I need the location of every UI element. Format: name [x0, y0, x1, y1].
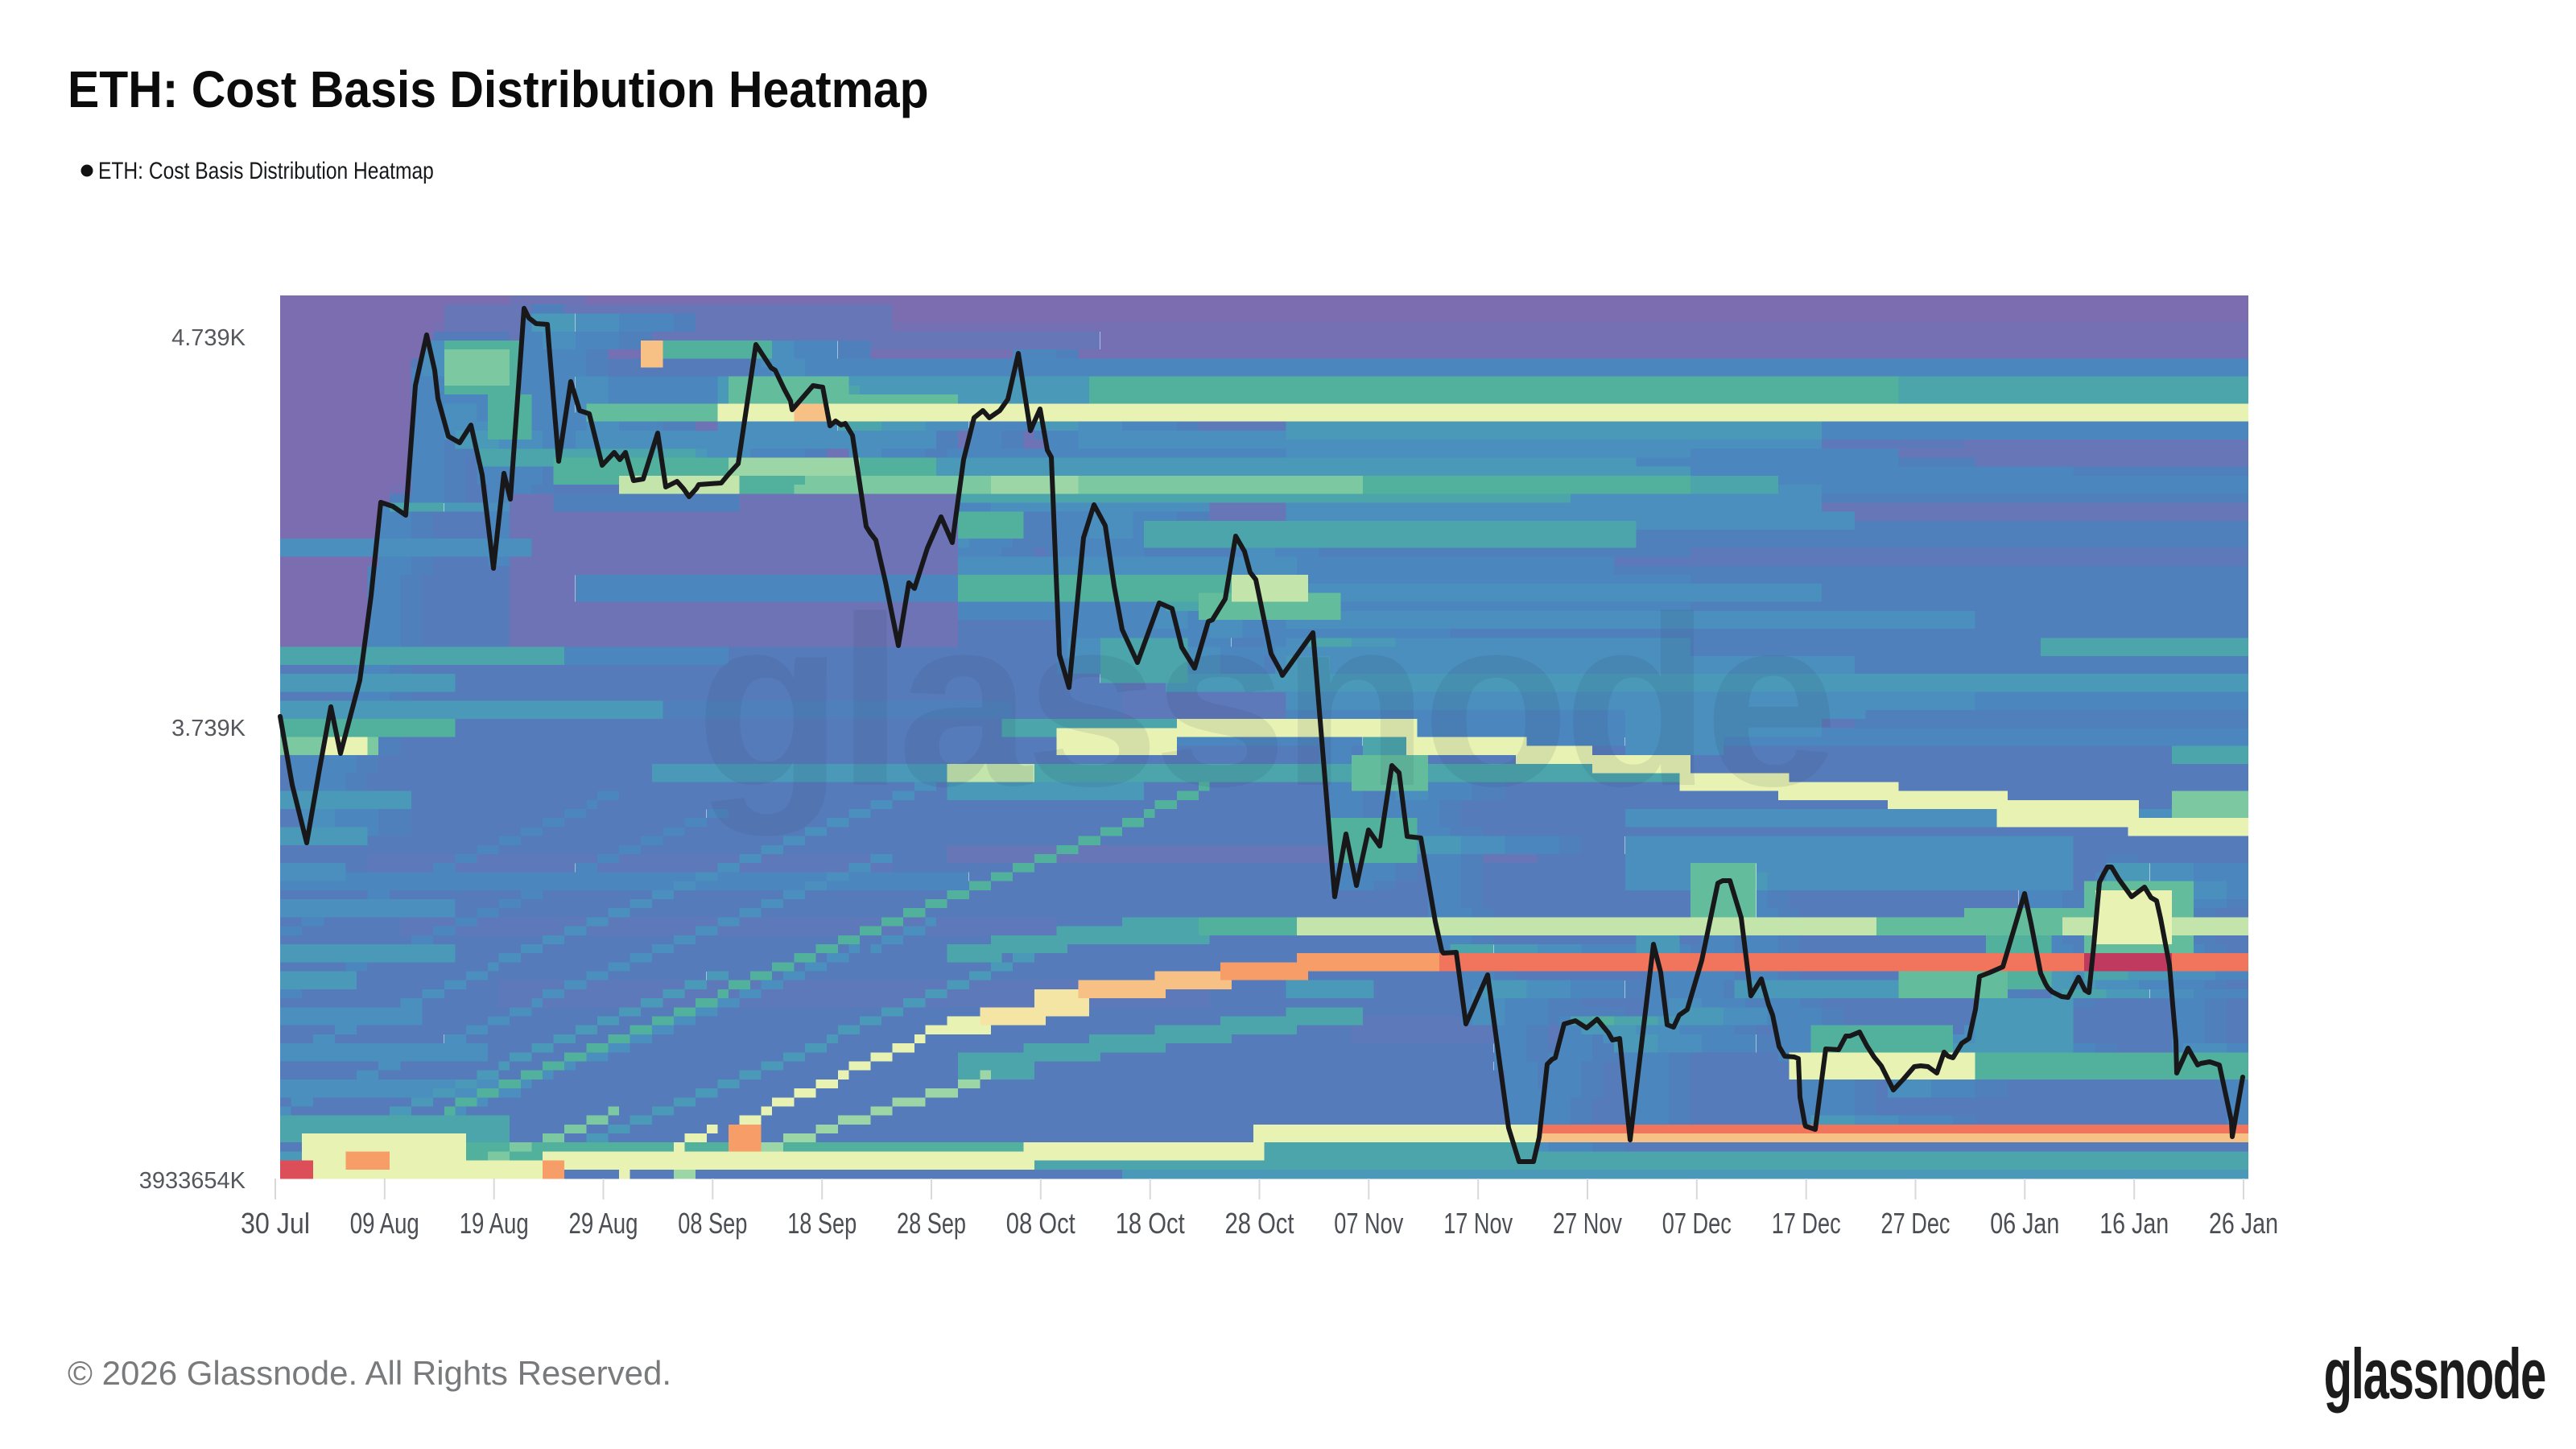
svg-text:ETH: Cost Basis Distribution H: ETH: Cost Basis Distribution Heatmap — [68, 61, 929, 119]
svg-text:glassnode: glassnode — [696, 566, 1832, 838]
svg-text:4.739K: 4.739K — [171, 325, 246, 351]
svg-text:© 2026 Glassnode. All Rights R: © 2026 Glassnode. All Rights Reserved. — [68, 1354, 671, 1392]
svg-text:26 Jan: 26 Jan — [2209, 1207, 2278, 1240]
svg-text:06 Jan: 06 Jan — [1990, 1207, 2059, 1240]
svg-text:3.739K: 3.739K — [171, 716, 246, 741]
svg-text:27 Nov: 27 Nov — [1553, 1207, 1622, 1240]
svg-text:30 Jul: 30 Jul — [241, 1207, 310, 1240]
svg-text:08 Sep: 08 Sep — [678, 1207, 747, 1240]
svg-text:08 Oct: 08 Oct — [1006, 1207, 1075, 1240]
svg-text:18 Sep: 18 Sep — [787, 1207, 857, 1240]
svg-text:19 Aug: 19 Aug — [460, 1207, 529, 1240]
svg-text:28 Oct: 28 Oct — [1225, 1207, 1294, 1240]
svg-text:29 Aug: 29 Aug — [569, 1207, 638, 1240]
svg-text:18 Oct: 18 Oct — [1116, 1207, 1185, 1240]
svg-text:27 Dec: 27 Dec — [1881, 1207, 1951, 1240]
svg-text:28 Sep: 28 Sep — [897, 1207, 966, 1240]
svg-text:16 Jan: 16 Jan — [2099, 1207, 2169, 1240]
svg-text:17 Dec: 17 Dec — [1772, 1207, 1841, 1240]
svg-text:glassnode: glassnode — [2324, 1335, 2545, 1414]
svg-text:17 Nov: 17 Nov — [1443, 1207, 1513, 1240]
svg-text:07 Dec: 07 Dec — [1662, 1207, 1732, 1240]
svg-text:07 Nov: 07 Nov — [1334, 1207, 1403, 1240]
svg-text:ETH: Cost Basis Distribution H: ETH: Cost Basis Distribution Heatmap — [98, 157, 434, 184]
svg-text:09 Aug: 09 Aug — [350, 1207, 419, 1240]
svg-text:3933654K: 3933654K — [139, 1168, 246, 1194]
